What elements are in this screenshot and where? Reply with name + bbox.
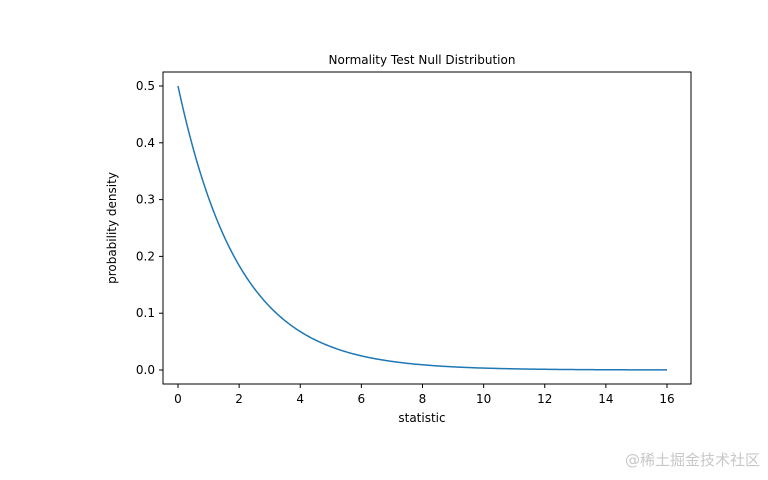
data-line	[177, 85, 667, 371]
x-tick-label: 16	[659, 392, 674, 406]
x-tick-label: 4	[296, 392, 304, 406]
x-tick-label: 0	[174, 392, 182, 406]
x-axis-label: statistic	[398, 411, 445, 425]
y-tick-label: 0.3	[136, 193, 155, 207]
y-axis-label: probability density	[105, 172, 119, 284]
y-tick-label: 0.4	[136, 136, 155, 150]
x-axis-ticks: 0 2 4 6 8 10 12 14 16	[174, 384, 675, 406]
watermark: @稀土掘金技术社区	[624, 451, 760, 469]
chart-title: Normality Test Null Distribution	[329, 53, 516, 67]
y-tick-label: 0.5	[136, 79, 155, 93]
y-tick-label: 0.0	[136, 363, 155, 377]
x-tick-label: 14	[598, 392, 613, 406]
plot-area	[162, 71, 692, 385]
y-tick-label: 0.2	[136, 249, 155, 263]
x-tick-label: 12	[537, 392, 552, 406]
y-tick-label: 0.1	[136, 306, 155, 320]
x-tick-label: 8	[419, 392, 427, 406]
y-axis-ticks: 0.0 0.1 0.2 0.3 0.4 0.5	[136, 79, 163, 377]
x-tick-label: 6	[358, 392, 366, 406]
x-tick-label: 2	[235, 392, 243, 406]
x-tick-label: 10	[476, 392, 491, 406]
